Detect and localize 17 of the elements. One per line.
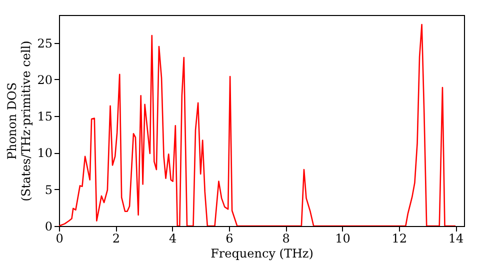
y-axis-title: Phonon DOS (States/THz·primitive cell) bbox=[5, 40, 34, 202]
y-tick-label: 15 bbox=[37, 110, 52, 124]
x-axis-title: Frequency (THz) bbox=[210, 246, 314, 260]
x-tick-label: 2 bbox=[112, 232, 120, 246]
y-tick-label: 5 bbox=[44, 182, 52, 197]
y-tick-label: 20 bbox=[37, 72, 52, 87]
x-tick-label: 0 bbox=[56, 232, 64, 246]
x-tick-label: 10 bbox=[335, 232, 350, 246]
x-tick-label: 4 bbox=[168, 232, 177, 246]
y-tick-label: 25 bbox=[37, 36, 52, 50]
y-tick-label: 0 bbox=[44, 220, 52, 234]
y-tick-label: 10 bbox=[37, 146, 52, 160]
line-series bbox=[59, 24, 456, 226]
x-tick-label: 12 bbox=[392, 232, 407, 246]
x-tick-label: 8 bbox=[282, 232, 290, 246]
x-tick-label: 6 bbox=[226, 232, 234, 246]
x-tick-label: 14 bbox=[448, 232, 464, 246]
